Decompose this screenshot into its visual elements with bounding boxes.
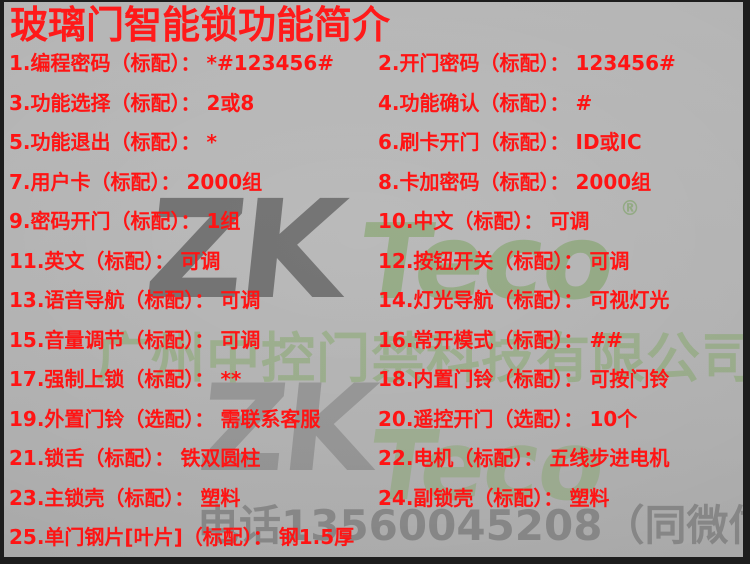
spec-label: 2.开门密码（标配）： [378, 51, 570, 75]
photo-border-top [0, 0, 750, 2]
spec-row: 18.内置门铃（标配）： 可按门铃 [378, 368, 669, 390]
spec-row: 21.锁舌（标配）： 铁双圆柱 [9, 447, 260, 469]
spec-value: ## [589, 327, 623, 352]
spec-label: 22.电机（标配）： [378, 446, 544, 470]
spec-value: 钢1.5厚 [278, 525, 355, 549]
spec-row: 5.功能退出（标配）： * [9, 131, 217, 153]
spec-value: 铁双圆柱 [180, 446, 261, 470]
spec-row: 23.主锁壳（标配）： 塑料 [9, 487, 240, 509]
spec-row: 17.强制上锁（标配）： ** [9, 368, 241, 390]
spec-label: 12.按钮开关（标配）： [378, 248, 584, 273]
spec-row: 1.编程密码（标配）： *#123456# [9, 52, 334, 74]
spec-value: 五线步进电机 [549, 446, 670, 470]
spec-label: 24.副锁壳（标配）： [378, 485, 564, 510]
spec-row: 15.音量调节（标配）： 可调 [9, 329, 260, 351]
spec-label: 6.刷卡开门（标配）： [378, 130, 570, 154]
spec-value: 2或8 [206, 90, 255, 115]
spec-value: 可调 [180, 248, 221, 273]
spec-value: 123456# [575, 51, 676, 75]
spec-label: 16.常开模式（标配）： [378, 327, 584, 352]
spec-row: 8.卡加密码（标配）： 2000组 [378, 171, 651, 193]
spec-row: 3.功能选择（标配）： 2或8 [9, 92, 254, 114]
spec-label: 23.主锁壳（标配）： [9, 485, 195, 510]
spec-label: 4.功能确认（标配）： [378, 90, 570, 115]
spec-value: ID或IC [575, 130, 642, 154]
spec-label: 20.遥控开门（选配）： [378, 406, 584, 431]
spec-value: 可调 [589, 248, 630, 273]
spec-label: 8.卡加密码（标配）： [378, 169, 570, 194]
spec-label: 11.英文（标配）： [9, 248, 175, 273]
spec-label: 15.音量调节（标配）： [9, 327, 215, 352]
photo-border-bottom [0, 557, 750, 564]
spec-row: 12.按钮开关（标配）： 可调 [378, 250, 629, 272]
spec-label: 9.密码开门（标配）： [9, 209, 201, 233]
spec-row: 6.刷卡开门（标配）： ID或IC [378, 131, 642, 153]
spec-label: 13.语音导航（标配）： [9, 288, 215, 312]
spec-value: 塑料 [200, 485, 241, 510]
spec-label: 7.用户卡（标配）： [9, 169, 181, 194]
spec-value: # [575, 90, 593, 115]
spec-value: *#123456# [206, 51, 334, 75]
spec-value: 可按门铃 [589, 367, 670, 391]
spec-row: 10.中文（标配）： 可调 [378, 210, 589, 232]
spec-value: 可调 [220, 327, 261, 352]
spec-label: 5.功能退出（标配）： [9, 130, 201, 154]
spec-label: 10.中文（标配）： [378, 209, 544, 233]
photo-border-left [0, 0, 4, 564]
spec-value: * [206, 130, 217, 154]
spec-value: 塑料 [569, 485, 610, 510]
spec-row: 20.遥控开门（选配）： 10个 [378, 408, 637, 430]
spec-value: 需联系客服 [220, 406, 321, 431]
spec-label: 3.功能选择（标配）： [9, 90, 201, 115]
spec-row: 16.常开模式（标配）： ## [378, 329, 623, 351]
spec-label: 17.强制上锁（标配）： [9, 367, 215, 391]
spec-row: 7.用户卡（标配）： 2000组 [9, 171, 262, 193]
photo-border-right [743, 0, 750, 564]
page-title: 玻璃门智能锁功能简介 [10, 3, 391, 47]
spec-row: 9.密码开门（标配）： 1组 [9, 210, 240, 232]
spec-label: 1.编程密码（标配）： [9, 51, 201, 75]
spec-row: 25.单门钢片[叶片]（标配）： 钢1.5厚 [9, 526, 354, 548]
spec-value: 1组 [206, 209, 241, 233]
spec-value: 可调 [220, 288, 261, 312]
spec-row: 4.功能确认（标配）： # [378, 92, 592, 114]
spec-value: 可视灯光 [589, 288, 670, 312]
spec-value: 2000组 [575, 169, 652, 194]
spec-row: 19.外置门铃（选配）： 需联系客服 [9, 408, 320, 430]
spec-value: 可调 [549, 209, 590, 233]
spec-value: 2000组 [186, 169, 263, 194]
spec-value: 10个 [589, 406, 638, 431]
spec-label: 14.灯光导航（标配）： [378, 288, 584, 312]
spec-label: 18.内置门铃（标配）： [378, 367, 584, 391]
spec-row: 2.开门密码（标配）： 123456# [378, 52, 676, 74]
spec-label: 21.锁舌（标配）： [9, 446, 175, 470]
spec-row: 14.灯光导航（标配）： 可视灯光 [378, 289, 669, 311]
spec-row: 13.语音导航（标配）： 可调 [9, 289, 260, 311]
spec-label: 19.外置门铃（选配）： [9, 406, 215, 431]
spec-row: 22.电机（标配）： 五线步进电机 [378, 447, 669, 469]
spec-label: 25.单门钢片[叶片]（标配）： [9, 525, 273, 549]
spec-row: 11.英文（标配）： 可调 [9, 250, 220, 272]
spec-row: 24.副锁壳（标配）： 塑料 [378, 487, 609, 509]
spec-value: ** [220, 367, 242, 391]
